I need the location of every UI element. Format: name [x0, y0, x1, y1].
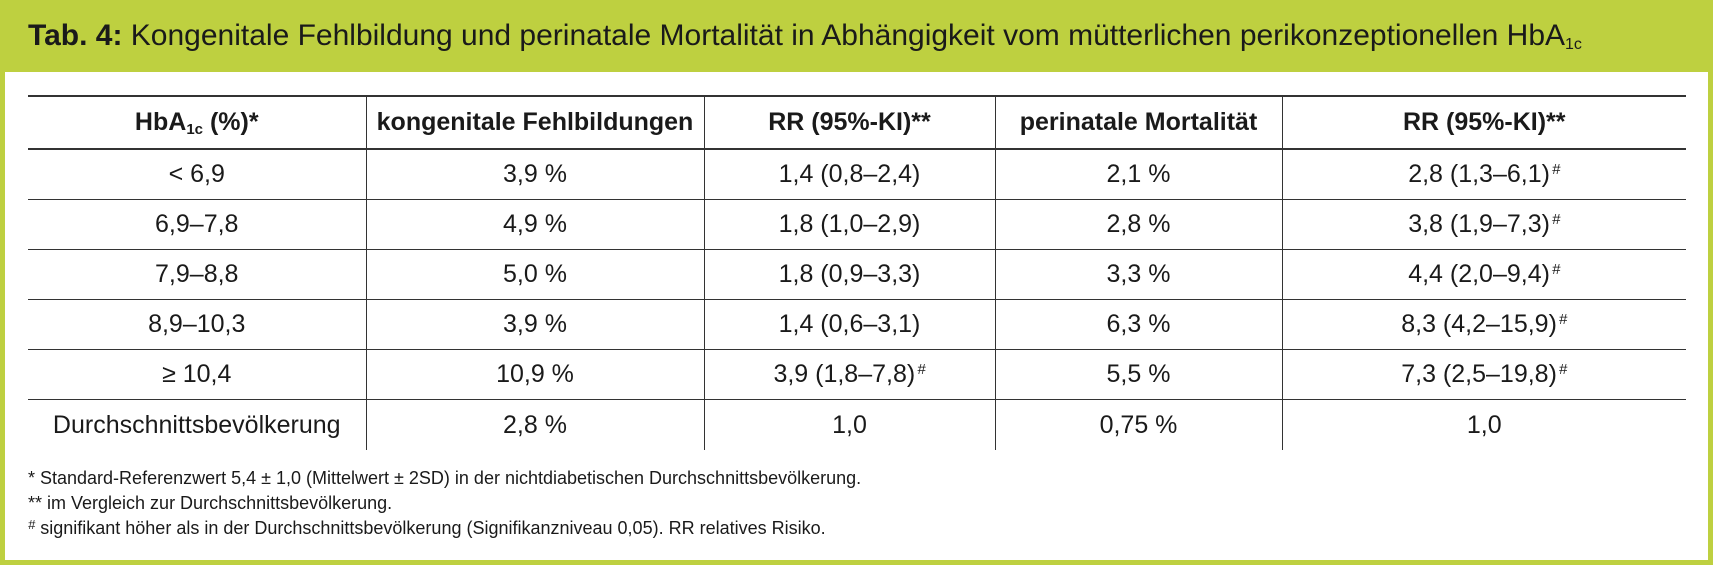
- table-caption: Tab. 4: Kongenitale Fehlbildung und peri…: [0, 0, 1713, 72]
- cell-rr-mortality: 3,8 (1,9–7,3) #: [1282, 199, 1686, 250]
- cell-hba1c: 8,9–10,3: [28, 299, 367, 350]
- cell-rr-malformations: 1,8 (0,9–3,3): [704, 249, 996, 300]
- cell-mortality: 2,8 %: [995, 199, 1283, 250]
- table-title: Kongenitale Fehlbildung und perinatale M…: [130, 19, 1582, 53]
- cell-mortality: 5,5 %: [995, 349, 1283, 400]
- significance-mark: #: [1558, 311, 1568, 328]
- cell-mortality: 0,75 %: [995, 399, 1283, 450]
- table-title-text: Kongenitale Fehlbildung und perinatale M…: [130, 19, 1566, 52]
- footnote-significance: # signifikant höher als in der Durchschn…: [28, 517, 826, 538]
- cell-hba1c: < 6,9: [28, 149, 367, 200]
- significance-mark: #: [1551, 161, 1561, 178]
- table-row: 7,9–8,8 5,0 % 1,8 (0,9–3,3) 3,3 % 4,4 (2…: [28, 249, 1686, 300]
- column-header-rr-mortality: RR (95%-KI)**: [1282, 95, 1686, 150]
- footnote-comparison: ** im Vergleich zur Durchschnittsbevölke…: [28, 493, 393, 513]
- cell-rr-mortality: 4,4 (2,0–9,4) #: [1282, 249, 1686, 300]
- table-row: 8,9–10,3 3,9 % 1,4 (0,6–3,1) 6,3 % 8,3 (…: [28, 299, 1686, 350]
- cell-malformations: 5,0 %: [366, 249, 705, 300]
- column-header-malformations: kongenitale Fehlbildungen: [366, 95, 705, 150]
- cell-rr-malformations: 1,0: [704, 399, 996, 450]
- footnote-reference-value: * Standard-Referenzwert 5,4 ± 1,0 (Mitte…: [28, 468, 862, 488]
- table-row: Durchschnittsbevölkerung 2,8 % 1,0 0,75 …: [28, 399, 1686, 450]
- significance-mark: #: [1558, 361, 1568, 378]
- cell-rr-mortality: 8,3 (4,2–15,9) #: [1282, 299, 1686, 350]
- significance-mark: #: [917, 361, 926, 378]
- cell-malformations: 2,8 %: [366, 399, 705, 450]
- cell-mortality: 2,1 %: [995, 149, 1283, 200]
- cell-hba1c: 6,9–7,8: [28, 199, 367, 250]
- column-header-mortality: perinatale Mortalität: [995, 95, 1283, 150]
- cell-mortality: 3,3 %: [995, 249, 1283, 300]
- table-row: ≥ 10,4 10,9 % 3,9 (1,8–7,8) # 5,5 % 7,3 (…: [28, 349, 1686, 400]
- cell-mortality: 6,3 %: [995, 299, 1283, 350]
- cell-rr-malformations: 3,9 (1,8–7,8) #: [704, 349, 996, 400]
- cell-malformations: 3,9 %: [366, 299, 705, 350]
- table-header-row: HbA1c (%)* kongenitale Fehlbildungen RR …: [28, 95, 1686, 150]
- cell-hba1c: 7,9–8,8: [28, 249, 367, 300]
- table-title-subscript: 1c: [1565, 36, 1582, 53]
- column-header-hba1c: HbA1c (%)*: [28, 95, 367, 150]
- table-row: < 6,9 3,9 % 1,4 (0,8–2,4) 2,1 % 2,8 (1,3…: [28, 149, 1686, 200]
- footnotes: * Standard-Referenzwert 5,4 ± 1,0 (Mitte…: [28, 466, 861, 541]
- column-header-rr-malformations: RR (95%-KI)**: [704, 95, 996, 150]
- significance-mark: #: [1551, 211, 1561, 228]
- cell-malformations: 10,9 %: [366, 349, 705, 400]
- cell-hba1c: Durchschnittsbevölkerung: [28, 399, 367, 450]
- cell-rr-malformations: 1,4 (0,8–2,4): [704, 149, 996, 200]
- significance-mark: #: [1551, 261, 1561, 278]
- cell-rr-mortality: 1,0: [1466, 410, 1502, 439]
- cell-malformations: 3,9 %: [366, 149, 705, 200]
- cell-rr-malformations: 1,8 (1,0–2,9): [704, 199, 996, 250]
- table-row: 6,9–7,8 4,9 % 1,8 (1,0–2,9) 2,8 % 3,8 (1…: [28, 199, 1686, 250]
- cell-rr-mortality: 2,8 (1,3–6,1) #: [1282, 149, 1686, 200]
- cell-rr-mortality: 7,3 (2,5–19,8) #: [1282, 349, 1686, 400]
- cell-malformations: 4,9 %: [366, 199, 705, 250]
- table-number: Tab. 4:: [28, 19, 123, 52]
- cell-hba1c: ≥ 10,4: [28, 349, 367, 400]
- cell-rr-malformations: 1,4 (0,6–3,1): [704, 299, 996, 350]
- results-table: HbA1c (%)* kongenitale Fehlbildungen RR …: [28, 95, 1686, 450]
- significance-mark: #: [28, 517, 36, 532]
